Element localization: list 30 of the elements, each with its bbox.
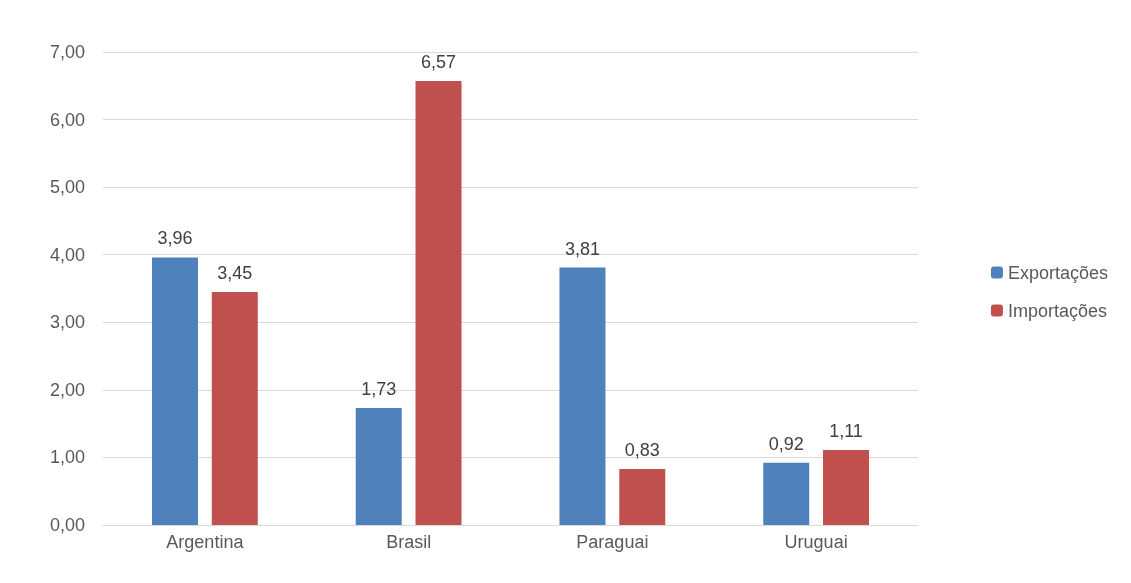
y-tick-label: 4,00 [49, 244, 85, 265]
x-tick-label: Argentina [166, 532, 245, 552]
y-tick-label: 2,00 [49, 379, 85, 400]
bar [151, 257, 198, 525]
data-label: 3,96 [157, 228, 193, 249]
bar [559, 267, 606, 525]
x-tick-label: Paraguai [576, 532, 649, 552]
y-tick-label: 1,00 [49, 447, 85, 468]
data-label: 6,57 [421, 52, 457, 73]
data-label: 0,92 [768, 433, 804, 454]
bar [355, 408, 402, 525]
bar [211, 291, 258, 525]
y-tick-label: 7,00 [49, 42, 85, 62]
bar [823, 450, 870, 525]
y-tick-label: 5,00 [49, 177, 85, 198]
data-label: 3,45 [217, 262, 253, 283]
x-tick-label: Uruguai [784, 532, 848, 552]
x-tick-label: Brasil [386, 532, 432, 552]
legend-label: Importações [1007, 300, 1107, 321]
bar [619, 468, 666, 525]
y-tick-label: 6,00 [49, 109, 85, 130]
data-label: 0,83 [624, 439, 660, 460]
data-label: 1,11 [829, 421, 863, 441]
bar [763, 462, 810, 525]
y-tick-label: 0,00 [49, 515, 85, 535]
data-label: 3,81 [564, 238, 600, 259]
y-tick-label: 3,00 [49, 312, 85, 333]
legend-label: Exportações [1007, 262, 1109, 283]
data-label: 1,73 [361, 379, 397, 400]
bar [415, 81, 462, 525]
